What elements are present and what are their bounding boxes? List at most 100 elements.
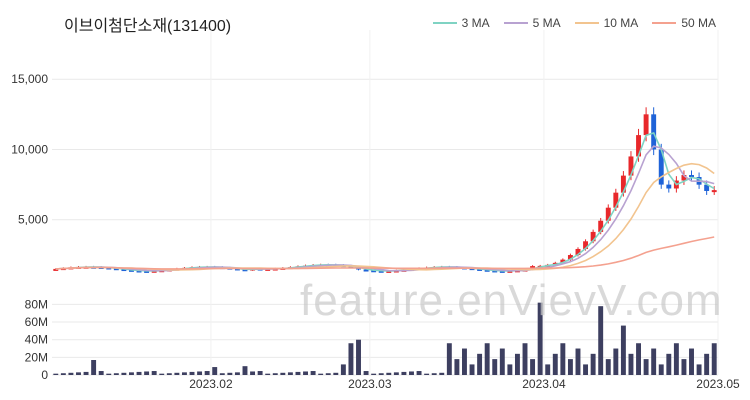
ma-line-5: [55, 145, 715, 272]
candle-body: [348, 265, 354, 268]
volume-bar: [651, 348, 657, 375]
volume-bar: [68, 372, 74, 375]
volume-bar: [272, 373, 278, 375]
volume-bar: [704, 353, 710, 375]
volume-bar: [60, 373, 66, 375]
volume-bar: [371, 373, 377, 375]
volume-bar: [356, 339, 361, 375]
candle-body: [469, 268, 475, 271]
volume-bar: [83, 371, 89, 375]
volume-bar: [545, 364, 551, 375]
volume-bar: [401, 371, 407, 375]
x-tick-label: 2023.04: [522, 377, 566, 391]
volume-tick-label: 40M: [25, 333, 48, 347]
volume-bar: [257, 371, 263, 375]
volume-bar: [265, 373, 271, 375]
volume-bar: [234, 372, 240, 375]
volume-bar: [446, 343, 452, 375]
volume-bar: [204, 371, 210, 375]
volume-bar: [409, 371, 414, 375]
volume-bar: [522, 343, 528, 375]
volume-bar: [643, 359, 649, 375]
candle-body: [628, 156, 634, 176]
volume-tick-label: 80M: [25, 297, 48, 311]
legend: 3 MA 5 MA 10 MA 50 MA: [432, 16, 716, 30]
volume-bar: [227, 372, 233, 375]
volume-bar: [378, 373, 384, 375]
candle-body: [234, 268, 240, 271]
candle-body: [378, 270, 384, 273]
candle-body: [507, 270, 513, 273]
candle-body: [613, 192, 619, 208]
candle-body: [121, 269, 127, 272]
volume-bar: [166, 373, 172, 375]
volume-bar: [333, 372, 339, 375]
volume-bar: [98, 371, 104, 375]
candle-body: [242, 269, 248, 272]
volume-bar: [492, 359, 498, 375]
ma-line-10: [55, 162, 715, 271]
candle-body: [492, 270, 498, 273]
volume-bar: [431, 373, 437, 375]
volume-bar: [696, 364, 702, 375]
volume-bar: [477, 353, 483, 375]
volume-bar: [136, 371, 142, 375]
volume-bar: [295, 371, 301, 375]
volume-tick-label: 20M: [25, 350, 48, 364]
volume-bar: [106, 373, 112, 375]
volume-bar: [325, 373, 331, 375]
volume-bar: [129, 372, 134, 375]
volume-bar: [113, 373, 119, 375]
volume-bar: [689, 348, 694, 375]
volume-bar: [250, 371, 256, 375]
volume-bar: [348, 343, 354, 375]
volume-bar: [280, 372, 286, 375]
volume-bar: [287, 372, 293, 375]
volume-bar: [219, 373, 225, 375]
candle-body: [567, 255, 573, 260]
volume-bar: [469, 364, 475, 375]
candle-body: [136, 270, 142, 273]
volume-bar: [575, 348, 581, 375]
volume-bar: [507, 364, 513, 375]
candle-body: [605, 207, 611, 221]
legend-swatch: [652, 22, 677, 24]
volume-bar: [181, 372, 187, 375]
legend-swatch: [432, 22, 457, 24]
watermark: feature.enVievV.com: [300, 276, 723, 325]
legend-item-10ma[interactable]: 10 MA: [574, 16, 638, 30]
candle-body: [711, 190, 717, 193]
volume-bar: [613, 348, 619, 375]
volume-bar: [189, 371, 195, 375]
volume-bar: [121, 372, 127, 375]
volume-bar: [159, 373, 165, 375]
volume-bar: [583, 364, 589, 375]
volume-bar: [91, 360, 97, 375]
volume-bar: [673, 343, 679, 375]
candle-body: [658, 149, 664, 185]
legend-item-3ma[interactable]: 3 MA: [432, 16, 490, 30]
candle-body: [681, 175, 687, 181]
candle-body: [499, 270, 505, 273]
volume-bar: [681, 359, 687, 375]
volume-bar: [711, 343, 717, 375]
volume-bar: [416, 371, 422, 375]
legend-swatch: [503, 22, 528, 24]
volume-bar: [197, 371, 203, 375]
volume-bar: [636, 343, 641, 375]
volume-bar: [363, 371, 369, 375]
volume-bar: [76, 372, 81, 375]
legend-item-50ma[interactable]: 50 MA: [652, 16, 716, 30]
candle-body: [113, 268, 119, 271]
candle-body: [598, 220, 604, 232]
volume-bar: [628, 353, 634, 375]
candle-body: [386, 270, 392, 273]
volume-bar: [151, 371, 157, 375]
volume-bar: [567, 359, 573, 375]
candle-body: [666, 184, 672, 189]
x-tick-label: 2023.05: [696, 377, 740, 391]
volume-bar: [514, 353, 520, 375]
legend-item-5ma[interactable]: 5 MA: [503, 16, 561, 30]
candle-body: [643, 114, 649, 136]
